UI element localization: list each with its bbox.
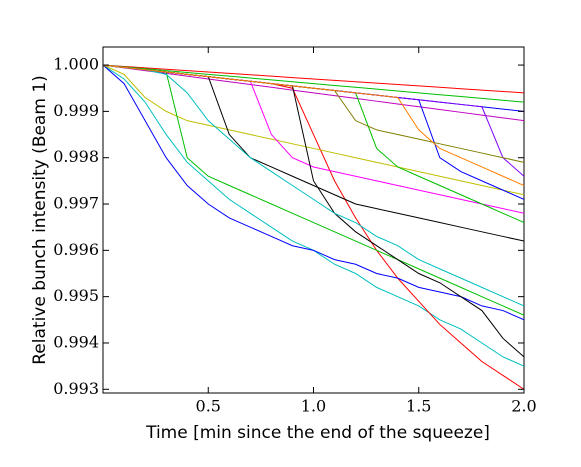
x-tick-label: 0.5 xyxy=(196,397,221,416)
y-tick-label: 0.997 xyxy=(53,194,99,213)
data-line xyxy=(103,64,524,214)
x-tick-label: 1.5 xyxy=(406,397,431,416)
data-line xyxy=(103,64,524,367)
y-tick-label: 1.000 xyxy=(53,55,99,74)
data-line xyxy=(103,64,524,307)
data-line xyxy=(103,64,524,321)
data-line xyxy=(103,64,524,196)
data-line xyxy=(103,64,524,163)
data-line xyxy=(103,64,524,122)
data-line xyxy=(103,64,524,358)
data-line xyxy=(103,64,524,103)
y-tick-label: 0.994 xyxy=(53,332,99,351)
y-tick-label: 0.993 xyxy=(53,379,99,398)
y-tick-label: 0.995 xyxy=(53,286,99,305)
data-line xyxy=(103,64,524,186)
plot-frame xyxy=(102,46,525,394)
x-tick-label: 2.0 xyxy=(511,397,536,416)
y-tick-label: 0.999 xyxy=(53,101,99,120)
data-line xyxy=(103,64,524,177)
x-tick-label: 1.0 xyxy=(301,397,326,416)
data-line xyxy=(103,64,524,242)
y-tick-label: 0.998 xyxy=(53,147,99,166)
x-axis-label: Time [min since the end of the squeeze] xyxy=(145,423,490,443)
data-line xyxy=(103,64,524,94)
y-axis-label: Relative bunch intensity (Beam 1) xyxy=(30,75,50,365)
y-tick-label: 0.996 xyxy=(53,240,99,259)
data-line xyxy=(103,64,524,316)
